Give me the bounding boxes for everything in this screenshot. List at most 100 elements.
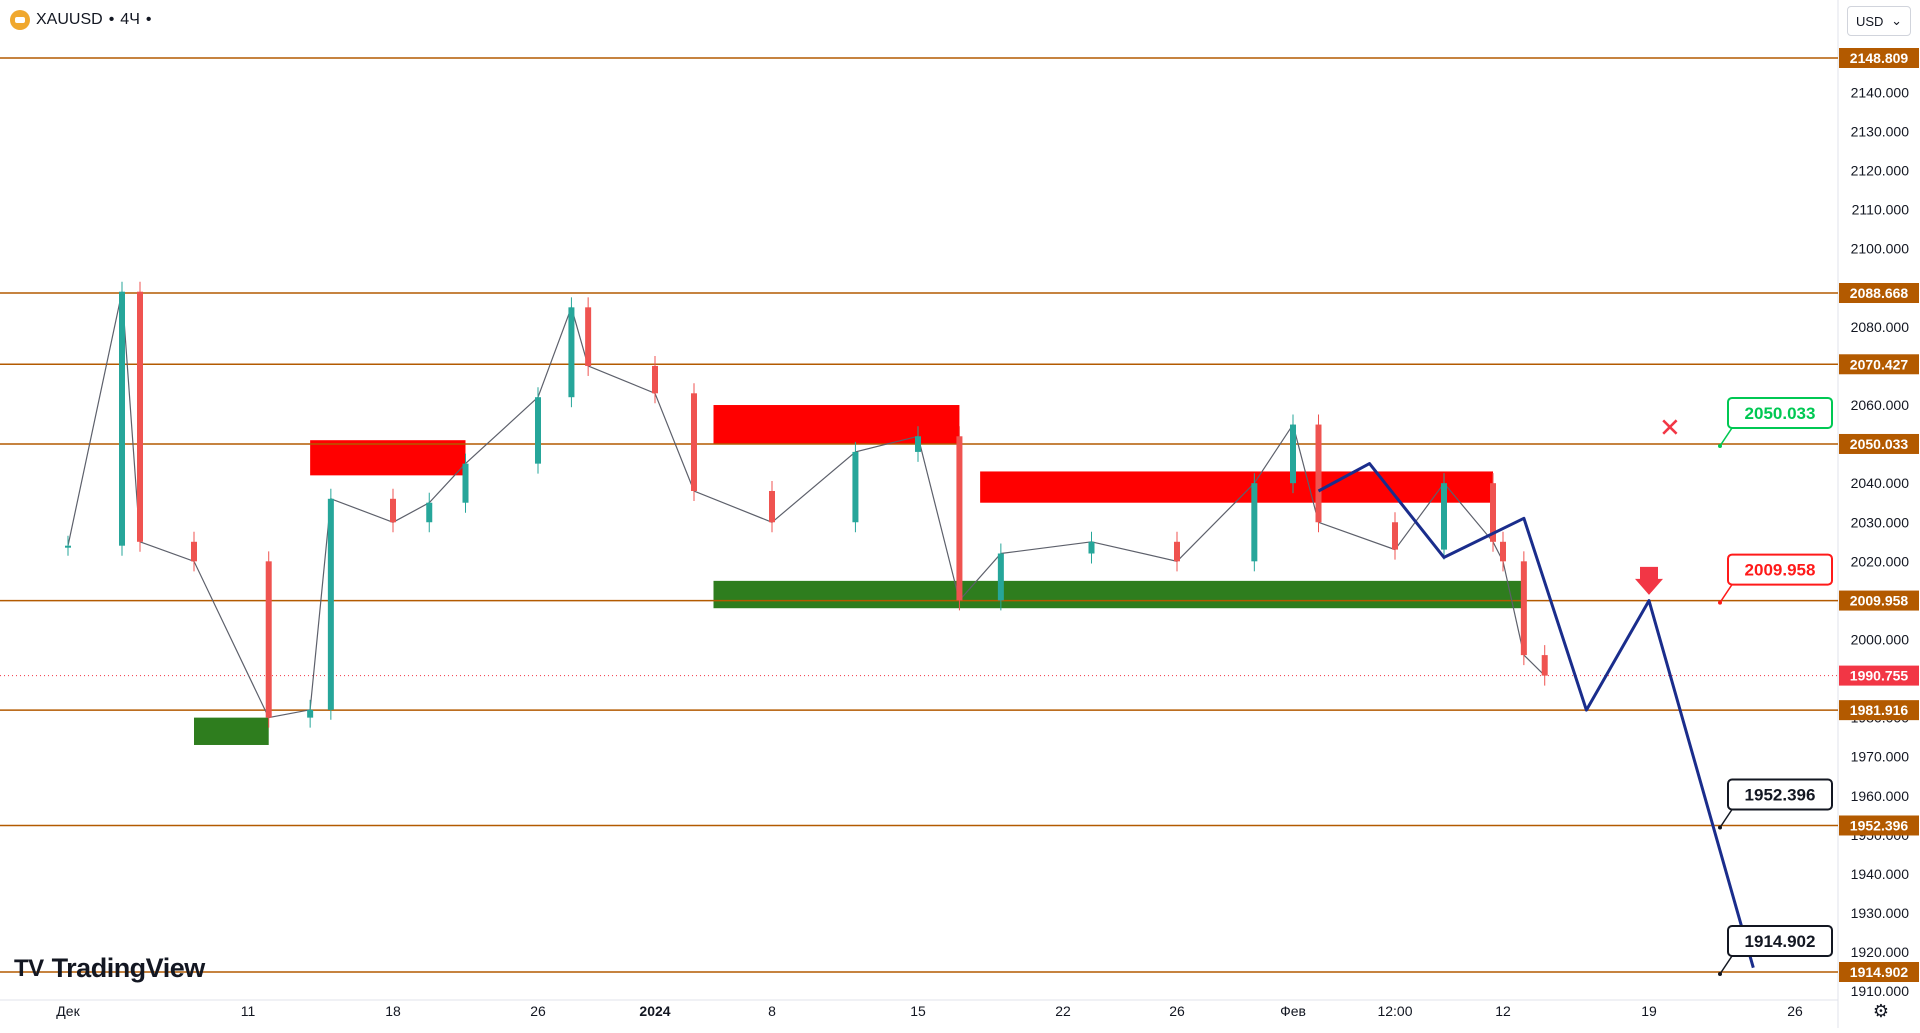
- price-series-line: [67, 291, 1546, 719]
- callout-box: [1727, 553, 1833, 586]
- candle: [1174, 541, 1180, 562]
- candle: [915, 436, 921, 452]
- timeframe-label[interactable]: 4Ч: [120, 11, 140, 28]
- candle: [137, 291, 143, 542]
- level-price-tag: [1839, 590, 1919, 611]
- logo-text: TradingView: [51, 953, 206, 983]
- candle: [1441, 483, 1447, 550]
- candle: [327, 498, 334, 710]
- candle: [691, 393, 697, 491]
- candle: [1290, 424, 1296, 484]
- callout-anchor: [1718, 443, 1722, 448]
- time-tick-label: 26: [530, 1003, 546, 1019]
- level-price-label: 2148.809: [1850, 50, 1909, 66]
- price-tick-label: 2060.000: [1851, 397, 1910, 413]
- time-tick-label: Фев: [1280, 1003, 1306, 1019]
- resistance-zone: [310, 440, 466, 476]
- candle: [997, 553, 1004, 601]
- price-tick-label: 2110.000: [1852, 202, 1910, 218]
- logo-mark: TV: [14, 954, 44, 982]
- price-tick-label: 1920.000: [1851, 944, 1910, 960]
- candle: [1315, 424, 1322, 523]
- candle: [307, 709, 314, 718]
- candle: [1520, 561, 1527, 656]
- candle: [769, 490, 775, 523]
- time-tick-label: 26: [1787, 1003, 1803, 1019]
- callout-pointer: [1719, 584, 1733, 603]
- candle: [535, 397, 541, 464]
- level-price-label: 1914.902: [1850, 964, 1909, 980]
- gear-icon[interactable]: ⚙: [1872, 1000, 1890, 1021]
- price-tick-label: 2020.000: [1851, 553, 1910, 569]
- time-tick-label: 15: [910, 1003, 926, 1019]
- price-tick-label: 2080.000: [1851, 319, 1910, 335]
- candle: [568, 307, 575, 398]
- candle: [585, 307, 592, 366]
- currency-selector[interactable]: USD ⌄: [1847, 6, 1911, 36]
- candle: [652, 365, 658, 394]
- candle: [1088, 541, 1095, 554]
- candle: [390, 498, 396, 523]
- callout-pointer: [1719, 809, 1733, 828]
- callout-box: [1727, 925, 1833, 957]
- candle: [426, 502, 433, 523]
- time-tick-label: 26: [1169, 1003, 1185, 1019]
- callout-label: 1952.396: [1745, 785, 1816, 804]
- level-price-label: 2088.668: [1850, 285, 1909, 301]
- down-arrow-icon: [1635, 566, 1663, 595]
- gold-symbol-icon: [10, 10, 30, 30]
- price-tick-label: 1940.000: [1851, 866, 1910, 882]
- level-price-tag: [1839, 815, 1919, 836]
- currency-label: USD: [1856, 13, 1884, 29]
- candle: [1490, 483, 1496, 542]
- level-price-tag: [1839, 283, 1919, 304]
- price-tick-label: 1960.000: [1851, 788, 1910, 804]
- level-price-tag: [1839, 433, 1919, 454]
- time-tick-label: Дек: [56, 1003, 80, 1019]
- callout-anchor: [1718, 825, 1722, 830]
- price-axis: [1838, 0, 1920, 1028]
- price-tick-label: 2040.000: [1851, 475, 1910, 491]
- callout-label: 2009.958: [1745, 561, 1816, 580]
- price-tick-label: 2130.000: [1851, 123, 1910, 139]
- level-price-label: 2009.958: [1850, 593, 1909, 609]
- price-tick-label: 2030.000: [1851, 514, 1910, 530]
- level-price-tag: [1839, 962, 1919, 982]
- level-price-tag: [1839, 354, 1919, 375]
- level-price-label: 2050.033: [1850, 436, 1909, 452]
- callout-box: [1727, 778, 1833, 811]
- candle: [956, 436, 963, 601]
- candle: [1392, 522, 1398, 550]
- candle: [462, 463, 469, 503]
- chevron-down-icon: ⌄: [1891, 13, 1902, 28]
- time-tick-label: 12: [1495, 1003, 1511, 1019]
- level-price-tag: [1839, 700, 1919, 721]
- callout-pointer: [1719, 427, 1733, 447]
- time-tick-label: 12:00: [1377, 1003, 1412, 1019]
- callout-anchor: [1718, 600, 1722, 605]
- resistance-zone: [980, 471, 1493, 503]
- time-tick-label: 18: [385, 1003, 401, 1019]
- candle: [119, 291, 125, 546]
- time-tick-label: 2024: [639, 1003, 670, 1019]
- resistance-zone: [713, 405, 960, 445]
- candle: [191, 541, 197, 562]
- candle: [1541, 655, 1548, 676]
- callout-label: 2050.033: [1745, 404, 1816, 423]
- last-price-label: 1990.755: [1850, 668, 1909, 684]
- symbol-header[interactable]: XAUUSD • 4Ч •: [0, 0, 151, 40]
- time-tick-label: 22: [1055, 1003, 1071, 1019]
- candle: [1251, 483, 1258, 562]
- cross-icon: ✕: [1659, 413, 1681, 443]
- header-separator: •: [145, 11, 152, 28]
- price-tick-label: 2140.000: [1851, 84, 1910, 100]
- candle: [65, 545, 71, 548]
- callout-box: [1727, 396, 1833, 429]
- level-price-label: 1952.396: [1850, 817, 1909, 833]
- symbol-name[interactable]: XAUUSD: [36, 11, 103, 28]
- tradingview-logo[interactable]: TV TradingView: [14, 953, 205, 984]
- price-tick-label: 1910.000: [1851, 983, 1910, 999]
- time-tick-label: 11: [241, 1003, 256, 1019]
